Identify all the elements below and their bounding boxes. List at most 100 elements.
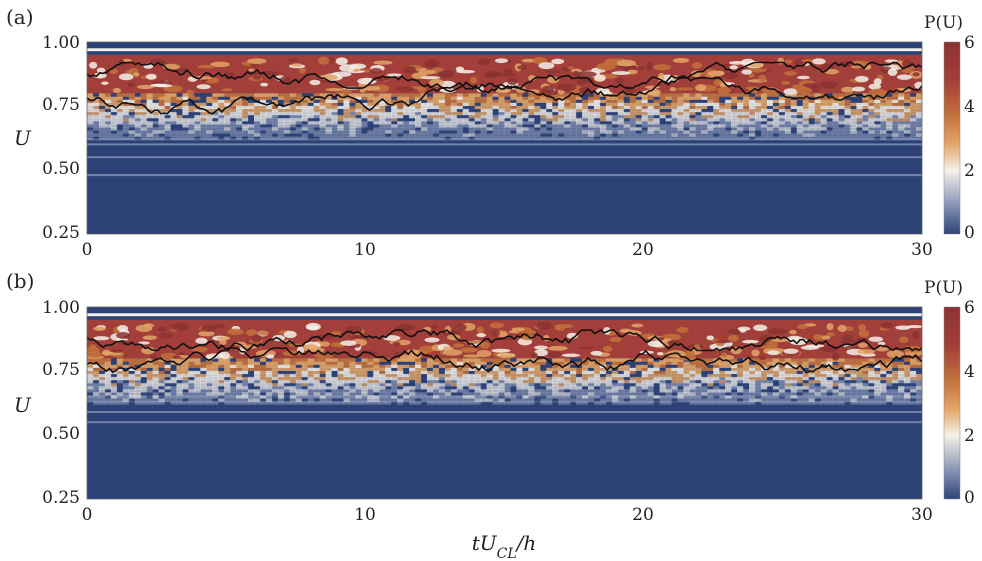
heatmap-cell (325, 370, 333, 375)
heatmap-cell (158, 401, 166, 405)
heatmap-cell (808, 133, 816, 137)
heatmap-cell (814, 398, 822, 402)
heatmap-cell (796, 117, 804, 122)
heatmap-cell (116, 358, 124, 362)
heatmap-cell (158, 367, 166, 371)
heatmap-cell (707, 388, 714, 393)
heatmap-cell (426, 105, 434, 110)
heatmap-cell (558, 367, 565, 371)
heatmap-cell (498, 120, 505, 125)
heatmap-cell (426, 376, 434, 381)
heatmap-cell (653, 398, 661, 402)
heatmap-cell (862, 123, 869, 128)
heatmap-cell (504, 114, 511, 119)
heatmap-cell (337, 123, 344, 128)
heatmap-cell (838, 108, 845, 113)
heatmap-cell (677, 382, 684, 387)
heatmap-cell (892, 373, 899, 378)
heatmap-cell (426, 111, 434, 116)
heatmap-cell (850, 376, 857, 381)
heatmap-cell (480, 376, 488, 381)
heatmap-cell (116, 388, 124, 393)
heatmap-cell (438, 382, 446, 387)
heatmap-cell (122, 126, 130, 131)
heatmap-cell (695, 379, 702, 384)
heatmap-cell (254, 401, 261, 405)
heatmap-cell (695, 391, 702, 396)
heatmap-cell (522, 379, 529, 384)
heatmap-cell (230, 382, 237, 387)
heatmap-cell (820, 379, 828, 384)
heatmap-cell (874, 376, 881, 381)
heatmap-speckle (527, 89, 540, 94)
heatmap-cell (426, 385, 434, 390)
heatmap-cell (277, 120, 285, 125)
heatmap-cell (325, 385, 333, 390)
heatmap-cell (361, 373, 368, 378)
heatmap-cell (289, 136, 297, 140)
heatmap-cell (850, 391, 857, 396)
heatmap-cell (498, 126, 505, 131)
heatmap-cell (820, 367, 828, 371)
heatmap-cell (582, 111, 589, 116)
heatmap-cell (689, 130, 696, 134)
heatmap-cell (379, 388, 386, 393)
heatmap-cell (808, 105, 816, 110)
heatmap-cell (486, 401, 494, 405)
heatmap-cell (755, 388, 762, 393)
heatmap-cell (486, 126, 494, 131)
heatmap-cell (886, 376, 893, 381)
heatmap-cell (337, 111, 344, 116)
heatmap-cell (480, 370, 488, 375)
heatmap-cell (403, 117, 410, 122)
heatmap-cell (683, 123, 690, 128)
heatmap-cell (886, 133, 893, 137)
heatmap-cell (874, 111, 881, 116)
heatmap-cell (337, 114, 344, 119)
heatmap-cell (534, 120, 541, 125)
heatmap-cell (844, 114, 851, 119)
heatmap-cell (98, 93, 106, 97)
heatmap-cell (373, 361, 380, 365)
heatmap-cell (403, 401, 410, 405)
heatmap-cell (820, 126, 828, 131)
heatmap-cell (665, 99, 672, 103)
heatmap-cell (432, 130, 440, 134)
heatmap-cell (713, 379, 720, 384)
heatmap-cell (713, 102, 720, 106)
heatmap-cell (206, 364, 213, 368)
heatmap-cell (259, 105, 267, 110)
heatmap-cell (421, 358, 428, 362)
heatmap-cell (683, 136, 690, 140)
heatmap-cell (749, 367, 756, 371)
heatmap-cell (796, 114, 804, 119)
heatmap-cell (134, 102, 142, 106)
heatmap-cell (665, 364, 672, 368)
heatmap-cell (265, 120, 273, 125)
heatmap-cell (271, 364, 279, 368)
heatmap-cell (546, 395, 553, 399)
heatmap-cell (498, 105, 505, 110)
heatmap-cell (337, 367, 344, 371)
heatmap-cell (844, 391, 851, 396)
heatmap-cell (444, 102, 452, 106)
heatmap-cell (182, 130, 189, 134)
heatmap-cell (146, 388, 154, 393)
heatmap-cell (898, 367, 905, 371)
heatmap-cell (856, 96, 863, 100)
heatmap-speckle (403, 65, 416, 74)
heatmap-cell (385, 385, 392, 390)
heatmap-cell (259, 379, 267, 384)
heatmap-cell (510, 379, 517, 384)
heatmap-cell (701, 382, 708, 387)
heatmap-cell (337, 130, 344, 134)
heatmap-cell (904, 401, 911, 405)
heatmap-cell (677, 379, 684, 384)
heatmap-cell (98, 105, 106, 110)
heatmap-cell (343, 379, 350, 384)
heatmap-cell (814, 370, 822, 375)
heatmap-cell (749, 126, 756, 131)
heatmap-speckle (212, 324, 226, 329)
heatmap-cell (528, 133, 535, 137)
heatmap-cell (367, 93, 374, 97)
